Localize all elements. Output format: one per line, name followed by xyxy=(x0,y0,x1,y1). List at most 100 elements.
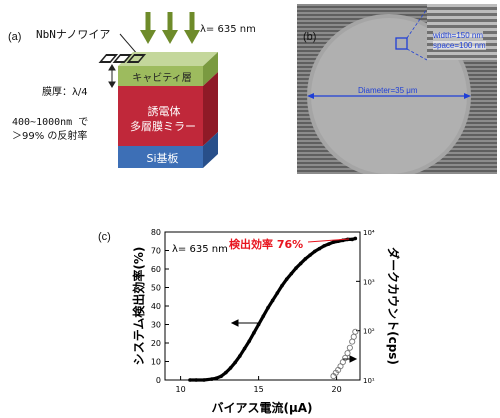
zoom-line-top xyxy=(406,8,428,39)
chart-wavelength-label: λ= 635 nm xyxy=(172,244,228,255)
efficiency-point xyxy=(233,360,237,365)
y-tick-label: 80 xyxy=(151,228,161,237)
efficiency-point xyxy=(214,376,219,380)
left-axis-arrow xyxy=(230,319,260,327)
panel-a-label: (a) xyxy=(8,31,22,43)
efficiency-point xyxy=(322,244,326,248)
space-label: space=100 nm xyxy=(433,41,486,50)
efficiency-point xyxy=(228,366,233,370)
efficiency-point xyxy=(353,236,358,241)
efficiency-point xyxy=(238,354,242,358)
efficiency-point xyxy=(261,314,266,318)
chart-y2-label: ダークカウント(cps) xyxy=(386,247,401,365)
tick-layer: 10 15 20 0 10 20 30 40 50 60 70 80 10¹ 10² 10³ 10⁴ xyxy=(151,228,375,394)
y-tick-label: 10 xyxy=(151,358,161,367)
device-stack-diagram xyxy=(98,12,218,168)
chart-y-label: システム検出効率(%) xyxy=(131,247,146,366)
thickness-arrow xyxy=(108,64,116,88)
x-tick-label: 10 xyxy=(176,385,186,394)
y-tick-label: 60 xyxy=(151,265,161,274)
x-tick-label: 15 xyxy=(254,385,264,394)
light-arrows xyxy=(140,12,200,44)
efficiency-point xyxy=(270,298,275,303)
light-arrow-2 xyxy=(162,12,178,44)
efficiency-point xyxy=(188,378,192,382)
y2-tick-label: 10³ xyxy=(363,278,375,286)
reflectance-line2: ＞99% の反射率 xyxy=(12,131,88,142)
y-tick-label: 0 xyxy=(156,376,161,385)
dark-count-point xyxy=(352,328,359,335)
mirror-label-line2: 多層膜ミラー xyxy=(130,120,196,133)
x-tick-label: 20 xyxy=(332,385,342,394)
efficiency-point xyxy=(210,377,214,381)
efficiency-point xyxy=(194,378,198,382)
nanowire-pointer xyxy=(119,33,139,56)
cavity-layer-side xyxy=(203,52,218,86)
panel-b-label: (b) xyxy=(303,31,317,43)
efficiency-pointer xyxy=(307,238,350,243)
panel-c-label: (c) xyxy=(98,231,111,243)
sem-image xyxy=(297,4,497,174)
efficiency-point xyxy=(242,346,247,351)
series-layer xyxy=(188,236,359,382)
reflectance-line1: 400~1000nm で xyxy=(12,117,89,128)
thickness-label: 膜厚：λ/4 xyxy=(42,87,88,98)
efficiency-point xyxy=(266,306,270,310)
efficiency-point xyxy=(289,271,294,276)
diameter-label: Diameter=35 μm xyxy=(358,86,418,95)
dark-count-point xyxy=(344,350,351,357)
cavity-layer-front xyxy=(118,66,203,86)
sem-image-svg xyxy=(297,4,497,174)
efficiency-point xyxy=(317,246,322,251)
efficiency-point xyxy=(312,249,317,254)
y2-tick-label: 10² xyxy=(363,328,375,336)
efficiency-point xyxy=(350,237,355,242)
y2-tick-label: 10¹ xyxy=(363,377,375,385)
efficiency-point xyxy=(327,242,331,246)
mirror-label-line1: 誘電体 xyxy=(147,105,181,118)
efficiency-point xyxy=(219,374,223,379)
cavity-layer-label: キャビティ層 xyxy=(132,73,192,84)
efficiency-point xyxy=(275,291,280,295)
efficiency-point xyxy=(294,266,298,270)
mirror-front xyxy=(118,86,203,146)
nanowire-label: NbNナノワイア xyxy=(36,28,111,41)
dark-count-point xyxy=(350,333,357,340)
y-tick-label: 40 xyxy=(151,302,161,311)
dark-count-point xyxy=(342,354,349,361)
substrate-front xyxy=(118,146,203,168)
y-tick-label: 50 xyxy=(151,284,161,293)
efficiency-point xyxy=(280,283,284,288)
dark-count-point xyxy=(346,344,353,351)
efficiency-point xyxy=(247,339,252,343)
efficiency-point xyxy=(331,240,336,244)
efficiency-point xyxy=(224,370,228,375)
efficiency-point xyxy=(308,253,312,257)
efficiency-point xyxy=(298,261,303,266)
efficiency-point xyxy=(284,277,289,281)
zoom-box xyxy=(395,37,408,50)
zoom-line-bottom xyxy=(406,48,428,61)
chart-x-label: バイアス電流(μA) xyxy=(211,400,312,415)
efficiency-point xyxy=(256,322,261,327)
efficiency-point xyxy=(303,257,308,261)
wavelength-label-a: λ= 635 nm xyxy=(200,24,256,35)
right-axis-arrow xyxy=(343,355,358,363)
y-tick-label: 70 xyxy=(151,247,161,256)
y2-tick-label: 10⁴ xyxy=(363,229,375,237)
light-arrow-1 xyxy=(140,12,156,44)
substrate-label: Si基板 xyxy=(146,152,179,165)
substrate-side xyxy=(203,132,218,168)
light-arrow-3 xyxy=(184,12,200,44)
mirror-side xyxy=(203,72,218,146)
width-label: width=150 nm xyxy=(433,31,484,40)
efficiency-point xyxy=(202,378,206,382)
chart-efficiency-label: 検出効率 76% xyxy=(229,237,303,251)
efficiency-point xyxy=(252,331,256,335)
y-tick-label: 30 xyxy=(151,321,161,330)
diameter-arrow xyxy=(307,93,471,99)
nanowire-meander xyxy=(98,54,147,63)
efficiency-curve xyxy=(189,236,356,382)
y-tick-label: 20 xyxy=(151,339,161,348)
